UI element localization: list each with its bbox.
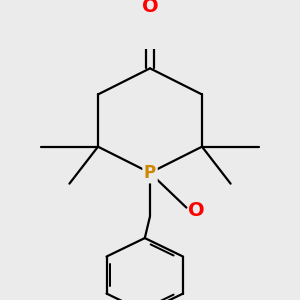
Text: O: O bbox=[142, 0, 158, 16]
Text: P: P bbox=[144, 164, 156, 182]
Text: O: O bbox=[188, 201, 205, 220]
